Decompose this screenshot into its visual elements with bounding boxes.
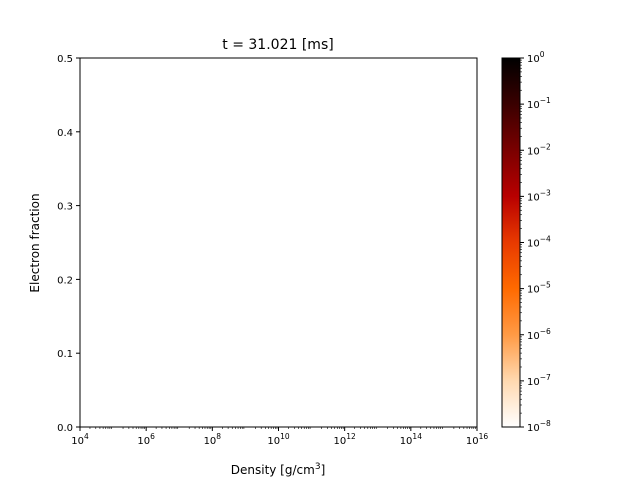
colorbar-tick-label: 10−7: [527, 373, 551, 388]
y-tick-label: 0.4: [57, 128, 73, 139]
y-tick-label: 0.2: [57, 275, 73, 286]
colorbar-tick-label: 10−8: [527, 419, 551, 434]
x-tick-label: 1010: [267, 432, 290, 447]
colorbar-tick-label: 10−3: [527, 188, 551, 203]
x-tick-label: 104: [71, 432, 89, 447]
colorbar-tick-label: 100: [527, 50, 545, 65]
colorbar-tick-label: 10−5: [527, 281, 551, 296]
y-tick-label: 0.3: [57, 202, 73, 213]
colorbar-tick-label: 10−4: [527, 235, 551, 250]
y-axis: 0.0 0.1 0.2 0.3 0.4 0.5: [57, 54, 80, 434]
colorbar-tick-label: 10−1: [527, 96, 551, 111]
y-tick-label: 0.1: [57, 349, 73, 360]
x-tick-label: 1016: [466, 432, 489, 447]
x-tick-label: 106: [137, 432, 155, 447]
plot-frame: [79, 57, 478, 428]
y-tick-label: 0.0: [57, 423, 73, 434]
colorbar-tick-label: 10−6: [527, 327, 551, 342]
x-axis-label: Density [g/cm3]: [231, 462, 326, 477]
x-axis: 104 106 108 1010 1012 1014 1016: [71, 427, 488, 447]
colorbar: [501, 57, 521, 428]
x-tick-label: 108: [204, 432, 222, 447]
colorbar-axis: 100 10−1 10−2 10−3 10−4 10−5 10−6 10−7 10−8: [520, 50, 551, 434]
y-axis-label: Electron fraction: [28, 193, 42, 292]
chart-title: t = 31.021 [ms]: [222, 37, 333, 53]
y-tick-label: 0.5: [57, 54, 73, 65]
x-tick-label: 1012: [334, 432, 357, 447]
colorbar-tick-label: 10−2: [527, 142, 551, 157]
x-tick-label: 1014: [400, 432, 423, 447]
